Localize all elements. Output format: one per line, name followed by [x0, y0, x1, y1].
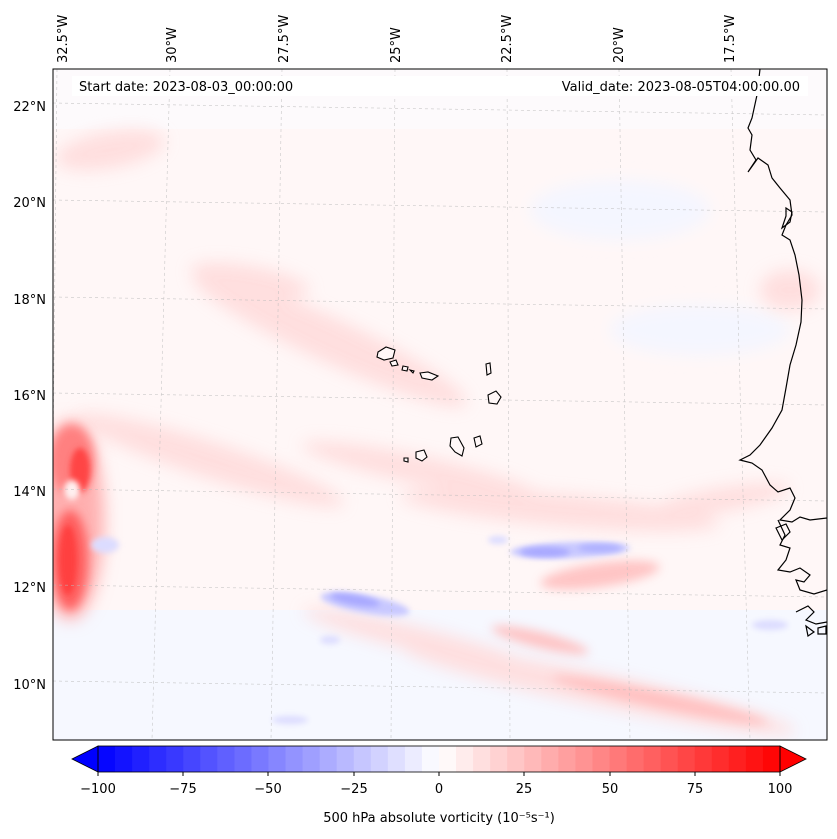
colorbar-tick-label: −50: [254, 782, 281, 797]
colorbar-cell: [643, 746, 662, 772]
lon-label-32-5w: 32.5°W: [56, 15, 71, 63]
colorbar-extend-low: [71, 745, 99, 773]
colorbar-cell: [268, 746, 286, 772]
colorbar-cell: [183, 746, 201, 772]
colorbar-cell: [558, 746, 576, 772]
colorbar-tick-label: −100: [80, 782, 116, 797]
colorbar-cell: [473, 746, 491, 772]
coastline-africa: [738, 69, 827, 637]
colorbar-cell: [166, 746, 184, 772]
colorbar-cell: [524, 746, 542, 772]
colorbar-cell: [353, 746, 372, 772]
colorbar-cell: [251, 746, 269, 772]
map-panel: Start date: 2023-08-03_00:00:00 Valid_da…: [52, 68, 828, 741]
colorbar-cell: [115, 746, 133, 772]
colorbar-cell: [762, 746, 781, 772]
colorbar-cell: [592, 746, 610, 772]
lat-label-12n: 12°N: [13, 581, 46, 596]
weak-negative-patches: [91, 536, 788, 724]
longitude-labels: 32.5°W 30°W 27.5°W 25°W 22.5°W 20°W 17.5…: [56, 15, 738, 63]
colorbar: −100 −75 −50 −25 0 25 50 75 100 500 hPa …: [71, 745, 807, 826]
colorbar-tick-label: 0: [435, 782, 443, 797]
valid-date-label: Valid_date: 2023-08-05T04:00:00.00: [562, 80, 800, 95]
colorbar-tick-label: 25: [516, 782, 533, 797]
colorbar-cell: [541, 746, 559, 772]
lon-label-25w: 25°W: [389, 27, 404, 63]
lat-label-14n: 14°N: [13, 485, 46, 500]
lat-label-10n: 10°N: [13, 678, 46, 693]
cape-verde-islands: [376, 346, 502, 463]
colorbar-cell: [387, 746, 406, 772]
colorbar-cell: [404, 746, 423, 772]
lat-label-16n: 16°N: [13, 389, 46, 404]
lat-label-18n: 18°N: [13, 293, 46, 308]
date-banner: [72, 76, 808, 96]
band-south-core: [491, 560, 768, 725]
lat-label-20n: 20°N: [13, 196, 46, 211]
colorbar-cell: [660, 746, 679, 772]
colorbar-extend-high: [779, 745, 807, 773]
colorbar-cell: [507, 746, 525, 772]
colorbar-cell: [370, 746, 389, 772]
colorbar-tick-label: 100: [768, 782, 793, 797]
lat-label-22n: 22°N: [13, 100, 46, 115]
lon-label-30w: 30°W: [165, 27, 180, 63]
colorbar-cell: [234, 746, 252, 772]
vorticity-min-central: [320, 592, 410, 616]
colorbar-cell: [132, 746, 150, 772]
vorticity-field: [53, 69, 827, 740]
colorbar-cell: [711, 746, 730, 772]
colorbar-cell: [609, 746, 627, 772]
positive-vorticity-streaks: [55, 129, 820, 735]
latitude-labels: 22°N 20°N 18°N 16°N 14°N 12°N 10°N: [13, 100, 46, 693]
colorbar-cell: [285, 746, 303, 772]
colorbar-label: 500 hPa absolute vorticity (10⁻⁵s⁻¹): [323, 811, 555, 826]
colorbar-cell: [319, 746, 338, 772]
start-date-label: Start date: 2023-08-03_00:00:00: [79, 80, 293, 95]
colorbar-cell: [694, 746, 713, 772]
colorbar-tick-label: 50: [602, 782, 619, 797]
colorbar-ticks: −100 −75 −50 −25 0 25 50 75 100: [80, 772, 792, 797]
colorbar-cell: [421, 746, 440, 772]
lon-label-27-5w: 27.5°W: [277, 15, 292, 63]
colorbar-cell: [575, 746, 593, 772]
colorbar-cell: [490, 746, 508, 772]
gridlines: [53, 69, 827, 740]
vorticity-max-west: [53, 420, 104, 620]
colorbar-tick-label: −75: [169, 782, 196, 797]
colorbar-cells: [98, 746, 781, 772]
colorbar-cell: [217, 746, 235, 772]
map-frame: [52, 68, 828, 741]
colorbar-tick-label: −25: [340, 782, 367, 797]
colorbar-cell: [677, 746, 696, 772]
colorbar-cell: [98, 746, 116, 772]
colorbar-cell: [439, 746, 457, 772]
colorbar-cell: [456, 746, 474, 772]
colorbar-cell: [200, 746, 218, 772]
colorbar-cell: [302, 746, 321, 772]
colorbar-cell: [728, 746, 747, 772]
colorbar-cell: [626, 746, 644, 772]
colorbar-cell: [745, 746, 764, 772]
colorbar-cell: [336, 746, 355, 772]
lon-label-22-5w: 22.5°W: [500, 15, 515, 63]
colorbar-tick-label: 75: [687, 782, 704, 797]
colorbar-cell: [149, 746, 167, 772]
vorticity-min-east: [510, 541, 630, 559]
lon-label-17-5w: 17.5°W: [723, 15, 738, 63]
lon-label-20w: 20°W: [612, 27, 627, 63]
